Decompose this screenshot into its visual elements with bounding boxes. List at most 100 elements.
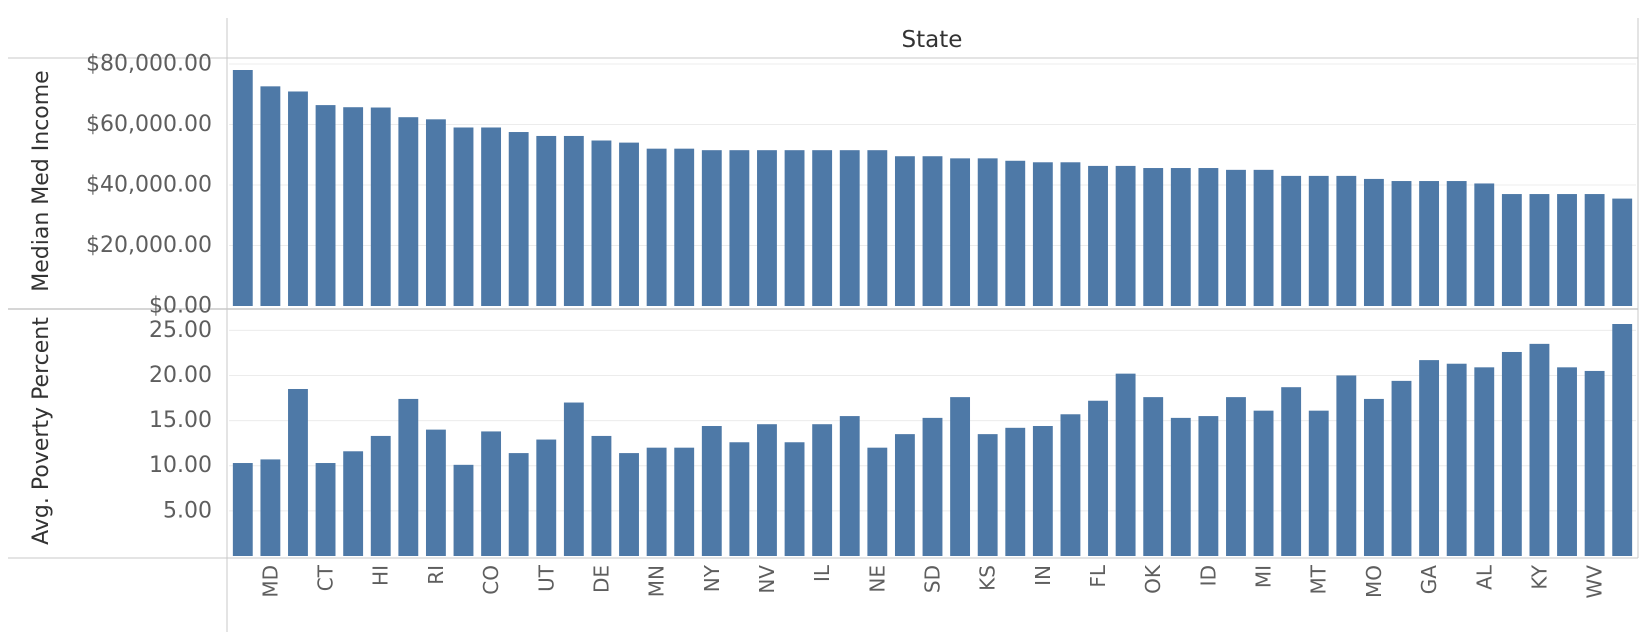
income-bar: [839, 150, 860, 306]
x-tick-label: WV: [1583, 565, 1607, 599]
poverty-bar: [536, 439, 557, 556]
poverty-bar: [370, 435, 391, 556]
x-tick-label: FL: [1086, 564, 1110, 588]
x-tick-label: GA: [1417, 565, 1441, 594]
poverty-bar: [619, 453, 639, 556]
poverty-y-tick-label: 5.00: [163, 498, 212, 523]
income-y-tick-label: $60,000.00: [86, 112, 212, 137]
income-bar: [343, 107, 364, 306]
x-tick-label: MN: [645, 565, 669, 597]
income-bar: [288, 91, 308, 306]
x-tick-label: IN: [1031, 565, 1055, 586]
poverty-bar: [1032, 426, 1053, 556]
x-tick-label: AL: [1472, 564, 1496, 590]
income-bar: [1032, 162, 1053, 306]
income-bar: [232, 70, 253, 306]
income-bar: [453, 127, 474, 306]
x-tick-label: KS: [976, 565, 1000, 591]
income-bar: [729, 150, 750, 306]
income-bar: [536, 135, 557, 306]
poverty-bar: [260, 459, 281, 556]
income-bar: [1446, 181, 1467, 306]
income-bar: [674, 148, 695, 306]
income-bar: [1336, 175, 1357, 306]
income-bar: [1088, 165, 1108, 306]
poverty-bar: [232, 463, 253, 556]
poverty-bar: [1253, 410, 1274, 556]
poverty-bar: [1281, 387, 1302, 556]
poverty-bar: [315, 463, 336, 556]
income-y-tick-label: $20,000.00: [86, 233, 212, 258]
poverty-bar: [1584, 370, 1605, 556]
income-bar: [757, 150, 777, 306]
income-bar: [1419, 181, 1440, 306]
income-bar: [1115, 165, 1136, 306]
x-tick-label: IL: [810, 564, 834, 582]
poverty-bar: [508, 453, 529, 556]
poverty-y-tick-label: 10.00: [149, 453, 212, 478]
poverty-bar: [1501, 351, 1522, 556]
income-bar: [1308, 175, 1329, 306]
income-bar: [508, 132, 529, 306]
poverty-bar: [1446, 363, 1467, 556]
poverty-y-tick-label: 15.00: [149, 408, 212, 433]
poverty-bar: [950, 397, 971, 556]
income-bar: [867, 150, 888, 306]
income-bar: [784, 150, 805, 306]
income-bar: [370, 107, 391, 307]
income-bar: [1612, 198, 1633, 306]
x-tick-label: RI: [424, 565, 448, 585]
poverty-bar: [1474, 367, 1495, 556]
income-bar: [591, 140, 612, 306]
bars: [232, 70, 1633, 556]
poverty-bar: [1115, 373, 1136, 556]
poverty-bar: [1170, 417, 1191, 556]
income-bar: [398, 117, 419, 306]
x-tick-label: NV: [755, 565, 779, 594]
x-tick-label: HI: [369, 565, 393, 586]
income-bar: [1557, 194, 1577, 306]
income-bar: [950, 158, 971, 306]
income-y-axis-title: Median Med Income: [29, 70, 54, 291]
income-bar: [1391, 181, 1412, 306]
income-bar: [1363, 178, 1384, 306]
poverty-bar: [867, 447, 888, 556]
income-bar: [894, 156, 915, 306]
poverty-bar: [591, 435, 612, 556]
poverty-bar: [481, 431, 502, 556]
x-tick-label: NY: [700, 564, 724, 592]
income-y-tick-label: $40,000.00: [86, 172, 212, 197]
poverty-bar: [646, 447, 667, 556]
poverty-bar: [1060, 414, 1081, 556]
income-y-tick-label: $80,000.00: [86, 51, 212, 76]
income-bar: [1005, 160, 1026, 306]
income-bar: [1170, 168, 1191, 306]
poverty-bar: [812, 424, 833, 556]
poverty-bar: [398, 398, 419, 556]
x-tick-label: NE: [865, 565, 889, 593]
income-bar: [619, 142, 639, 306]
x-tick-labels: MD CT HI RI CO UT DE MN NY NV IL NE SD KS IN FL OK ID MI MT…: [258, 564, 1606, 598]
x-tick-label: MI: [1252, 565, 1276, 588]
poverty-y-tick-label: 20.00: [149, 363, 212, 388]
income-bar: [315, 105, 336, 306]
income-bar: [1143, 168, 1164, 306]
income-bar: [425, 119, 446, 306]
poverty-y-tick-label: 25.00: [149, 318, 212, 343]
poverty-bar: [1226, 397, 1246, 556]
x-tick-label: ID: [1196, 565, 1220, 586]
x-tick-label: OK: [1141, 564, 1165, 594]
poverty-bar: [453, 464, 474, 556]
x-tick-label: MO: [1362, 565, 1386, 598]
income-bar: [1281, 175, 1302, 306]
poverty-bar: [1612, 324, 1633, 556]
income-bar: [1529, 194, 1550, 306]
income-bar: [922, 156, 943, 306]
poverty-bar: [1529, 343, 1550, 556]
poverty-bar: [563, 402, 584, 556]
x-tick-label: SD: [921, 565, 945, 593]
poverty-y-axis-title: Avg. Poverty Percent: [29, 317, 54, 545]
income-bar: [563, 135, 584, 306]
poverty-bar: [343, 451, 364, 556]
poverty-bar: [922, 417, 943, 556]
